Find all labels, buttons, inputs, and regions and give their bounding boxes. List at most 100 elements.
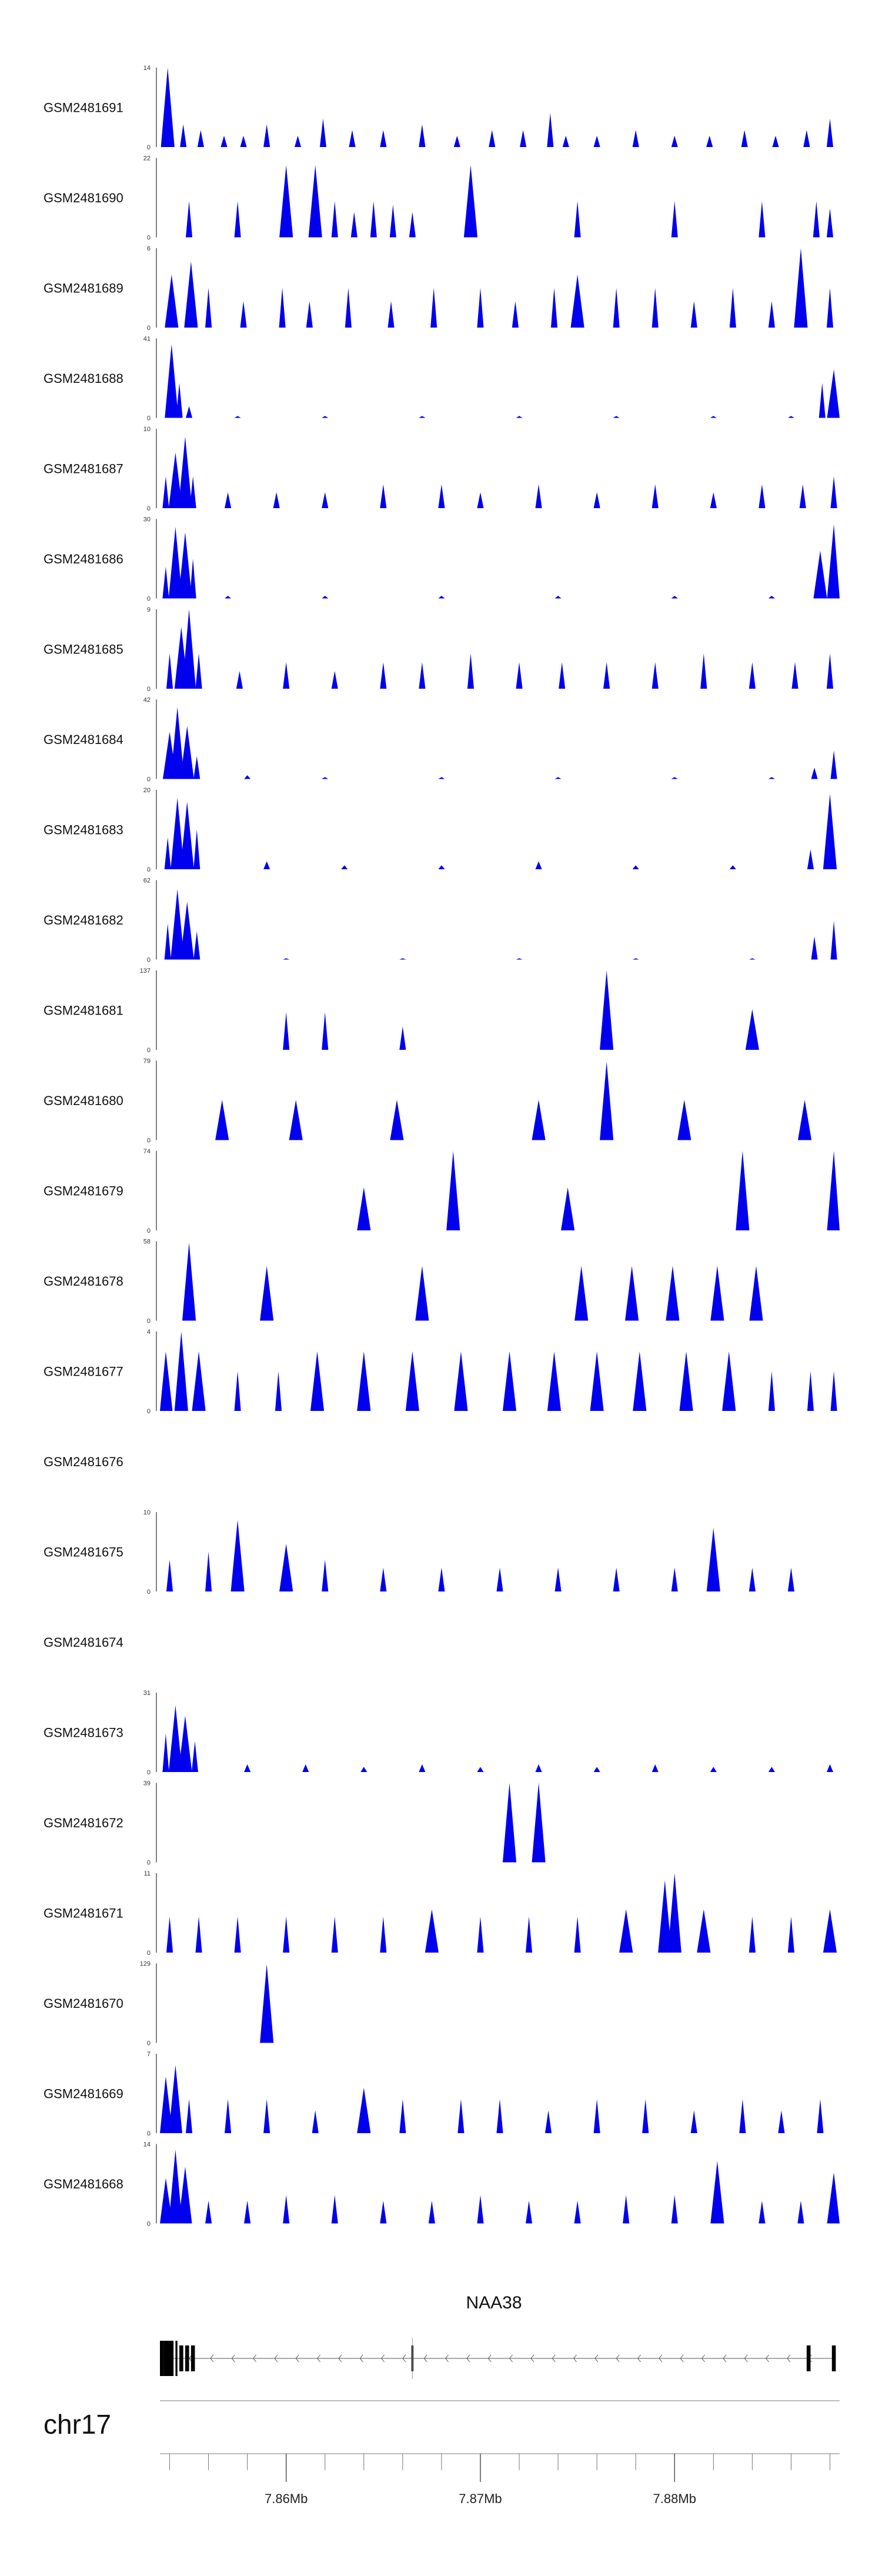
y-max-label: 20 [143,787,151,794]
y-min-label: 0 [147,415,151,422]
coverage-peak [826,653,834,689]
coverage-peak [477,1916,484,1953]
coverage-peak [807,1371,814,1411]
coverage-peak [176,383,183,418]
coverage-peak [220,135,228,147]
sample-label: GSM2481683 [44,823,123,837]
y-min-label: 0 [147,1769,151,1776]
coverage-peak [525,1916,533,1953]
coverage-peak [787,416,794,418]
coverage-peak [613,416,620,418]
sample-label: GSM2481681 [44,1003,123,1018]
track-GSM2481680: GSM2481680 79 0 [44,1058,812,1144]
coverage-peak [193,829,201,869]
track-GSM2481677: GSM2481677 4 0 [44,1329,837,1415]
y-min-label: 0 [147,505,151,512]
sample-label: GSM2481668 [44,2177,123,2191]
coverage-peak [700,653,707,689]
strand-chevron [787,2354,791,2363]
coverage-peak [477,1767,484,1772]
coverage-peak [160,1351,173,1411]
coverage-peak [273,492,280,508]
sample-label: GSM2481679 [44,1184,123,1199]
coverage-peak [185,406,193,418]
coverage-peak [322,596,329,599]
coverage-peak [166,1560,173,1591]
y-max-label: 137 [140,967,151,975]
strand-chevron [552,2354,556,2363]
coverage-peak [749,662,756,689]
y-min-label: 0 [147,144,151,151]
track-GSM2481689: GSM2481689 6 0 [44,245,834,332]
coverage-peak [438,865,445,869]
coverage-peak [171,798,185,869]
coverage-peak [749,1916,756,1953]
coverage-peak [341,865,348,869]
y-max-label: 74 [143,1148,151,1155]
strand-chevron [231,2354,235,2363]
coverage-peak [319,118,326,147]
coverage-peak [174,1332,188,1411]
coverage-peak [178,2167,192,2224]
track-GSM2481690: GSM2481690 22 0 [44,155,834,242]
sample-label: GSM2481690 [44,191,123,205]
coverage-peak [830,476,837,508]
coverage-peak [642,2099,649,2133]
coverage-peak [405,1351,419,1411]
coverage-peak [322,1560,329,1591]
coverage-peak [768,301,775,328]
coverage-peak [722,1351,736,1411]
coverage-peak [574,201,581,238]
coverage-peak [768,777,775,779]
coverage-peak [279,165,293,238]
coverage-peak [225,492,232,508]
coverage-peak [234,1371,241,1411]
y-max-label: 7 [147,2051,151,2058]
y-max-label: 79 [143,1058,151,1065]
coverage-peak [652,484,659,508]
sample-label: GSM2481677 [44,1364,123,1379]
coverage-peak [302,1764,309,1772]
coverage-peak [706,1528,720,1591]
coverage-peak [554,777,562,779]
exon-block [185,2345,189,2371]
coverage-peak [331,201,338,238]
coverage-peak [477,288,484,328]
coverage-peak [263,861,270,869]
coverage-peak [180,902,194,960]
coverage-peak [525,2200,533,2224]
coverage-peak [162,566,169,599]
strand-chevron [573,2354,577,2363]
coverage-peak [240,135,247,147]
y-max-label: 4 [147,1329,151,1336]
exon-block [175,2341,178,2376]
coverage-peak [811,768,818,779]
coverage-peak [322,416,329,418]
track-GSM2481672: GSM2481672 39 0 [44,1780,546,1867]
coverage-peak [419,662,426,689]
coverage-peak [532,1100,546,1140]
y-max-label: 58 [143,1239,151,1246]
coverage-peak [178,436,192,508]
coverage-peak [260,1266,274,1321]
coverage-peak [632,865,639,869]
sample-label: GSM2481689 [44,281,123,296]
coverage-peak [797,2200,804,2224]
coverage-peak [759,484,766,508]
y-max-label: 30 [143,516,151,523]
coverage-peak [729,288,736,328]
sample-label: GSM2481672 [44,1816,123,1830]
coverage-peak [710,2161,724,2224]
coverage-peak [671,1567,678,1591]
coverage-peak [667,1873,681,1953]
coverage-peak [710,492,717,508]
coverage-peak [236,671,243,689]
coverage-peak [349,130,356,147]
coverage-peak [516,416,523,418]
y-min-label: 0 [147,1318,151,1325]
coverage-peak [516,958,523,960]
track-GSM2481678: GSM2481678 58 0 [44,1239,763,1325]
y-min-label: 0 [147,957,151,964]
coverage-peak [244,1764,251,1772]
